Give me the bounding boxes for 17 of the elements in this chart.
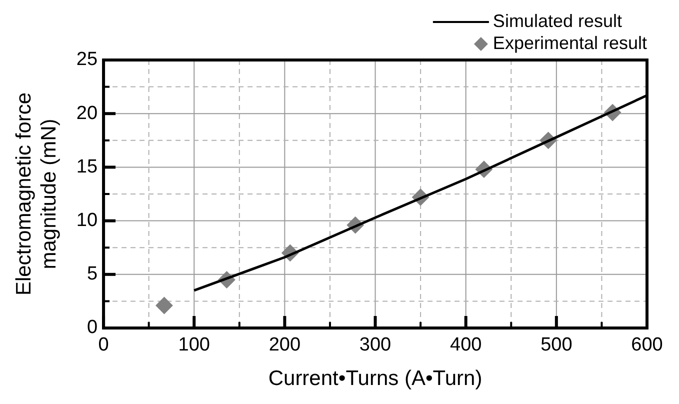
y-tick-label: 0 [86,317,98,338]
point [156,296,173,314]
x-tick-label: 200 [268,334,301,356]
x-tick-label: 300 [359,334,392,356]
y-tick-label: 25 [76,49,98,70]
x-axis-title: Current•Turns (A•Turn) [268,367,482,390]
legend-label: Simulated result [492,10,622,31]
x-tick-label: 400 [450,334,482,356]
y-axis-title: Electromagnetic force magnitude (mN) [12,92,61,296]
y-tick-label: 5 [86,264,98,285]
y-tick-label: 20 [76,102,98,124]
y-tick-label: 15 [76,156,98,178]
x-tick-label: 600 [631,334,663,356]
legend-label: Experimental result [492,32,648,53]
y-tick-label: 10 [76,210,98,232]
x-tick-label: 500 [540,334,572,356]
x-tick-label: 100 [178,334,210,356]
